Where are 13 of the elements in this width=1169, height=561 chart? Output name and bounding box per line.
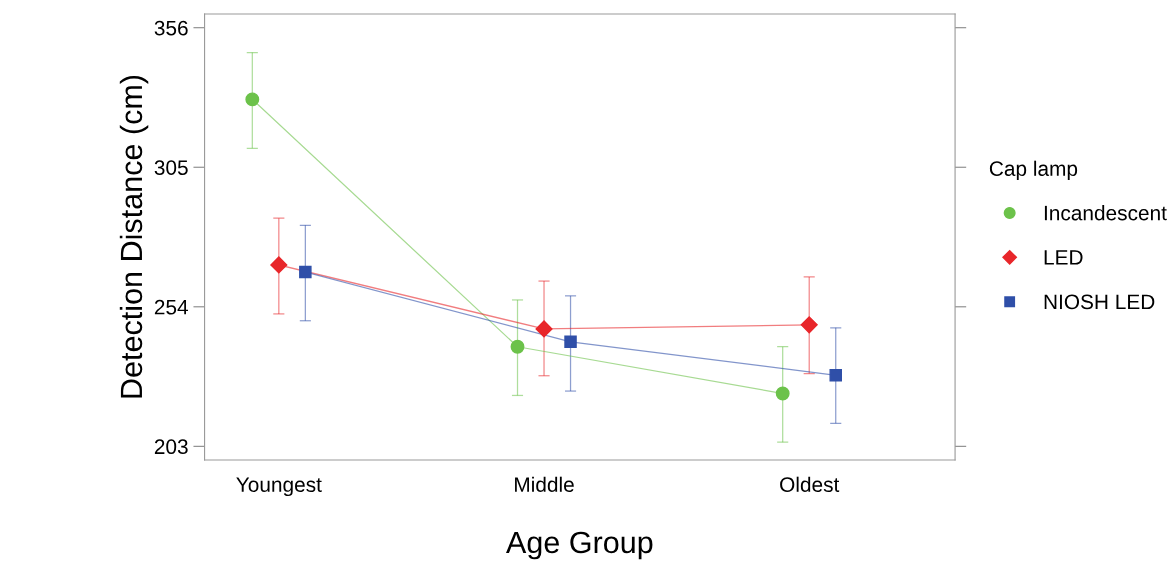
x-tick-label: Oldest (780, 476, 840, 492)
legend-label: Incandescent (1044, 205, 1167, 221)
x-tick-label: Youngest (236, 477, 322, 497)
y-axis-title: Detection Distance (cm) (119, 75, 149, 398)
x-tick-label: Middle (515, 476, 574, 492)
x-axis-title: Age Group (506, 531, 653, 560)
y-tick-label: 305 (154, 160, 188, 175)
y-tick-label: 203 (154, 439, 188, 455)
legend-title: Cap lamp (989, 160, 1078, 181)
legend-label: LED (1044, 250, 1083, 265)
y-tick-label: 254 (154, 299, 188, 315)
y-tick-label: 356 (154, 20, 188, 36)
legend-label: NIOSH LED (1044, 294, 1155, 310)
